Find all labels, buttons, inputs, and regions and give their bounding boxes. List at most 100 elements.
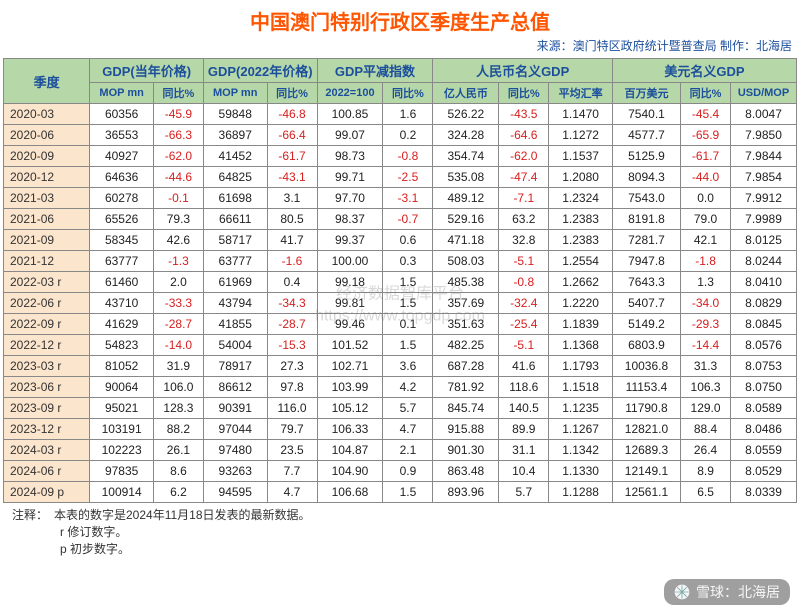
value-cell: 6803.9 — [612, 335, 680, 356]
value-cell: -64.6 — [499, 125, 549, 146]
value-cell: 1.1537 — [549, 146, 613, 167]
value-cell: 1.1272 — [549, 125, 613, 146]
value-cell: 7281.7 — [612, 230, 680, 251]
value-cell: 65526 — [90, 209, 154, 230]
value-cell: 1.2662 — [549, 272, 613, 293]
value-cell: 41629 — [90, 314, 154, 335]
value-cell: 80.5 — [267, 209, 317, 230]
value-cell: 101.52 — [317, 335, 383, 356]
value-cell: -0.7 — [383, 209, 433, 230]
gdp-table: 季度 GDP(当年价格) GDP(2022年价格) GDP平减指数 人民币名义G… — [3, 58, 797, 503]
value-cell: 58717 — [203, 230, 267, 251]
value-cell: -33.3 — [153, 293, 203, 314]
value-cell: 90391 — [203, 398, 267, 419]
quarter-cell: 2022-06 r — [4, 293, 90, 314]
group-rmb: 人民币名义GDP — [433, 59, 613, 83]
value-cell: 8.0339 — [731, 482, 797, 503]
value-cell: 1.2554 — [549, 251, 613, 272]
value-cell: 2.0 — [153, 272, 203, 293]
value-cell: 1.1267 — [549, 419, 613, 440]
value-cell: 97044 — [203, 419, 267, 440]
value-cell: 41.6 — [499, 356, 549, 377]
value-cell: 8.0750 — [731, 377, 797, 398]
header-row-1: 季度 GDP(当年价格) GDP(2022年价格) GDP平减指数 人民币名义G… — [4, 59, 797, 83]
value-cell: 10.4 — [499, 461, 549, 482]
table-row: 2022-03 r614602.0619690.499.181.5485.38-… — [4, 272, 797, 293]
value-cell: 8.0845 — [731, 314, 797, 335]
value-cell: 41.7 — [267, 230, 317, 251]
quarter-cell: 2022-03 r — [4, 272, 90, 293]
value-cell: 0.1 — [383, 314, 433, 335]
value-cell: 893.96 — [433, 482, 499, 503]
value-cell: 61460 — [90, 272, 154, 293]
value-cell: 1.2383 — [549, 209, 613, 230]
value-cell: 6.2 — [153, 482, 203, 503]
value-cell: 0.2 — [383, 125, 433, 146]
value-cell: 1.3 — [681, 272, 731, 293]
value-cell: 357.69 — [433, 293, 499, 314]
value-cell: 1.1839 — [549, 314, 613, 335]
value-cell: 99.81 — [317, 293, 383, 314]
value-cell: 36897 — [203, 125, 267, 146]
value-cell: 41855 — [203, 314, 267, 335]
value-cell: 140.5 — [499, 398, 549, 419]
value-cell: -5.1 — [499, 251, 549, 272]
table-row: 2021-1263777-1.363777-1.6100.000.3508.03… — [4, 251, 797, 272]
value-cell: 4.7 — [383, 419, 433, 440]
value-cell: -44.0 — [681, 167, 731, 188]
value-cell: 5407.7 — [612, 293, 680, 314]
value-cell: 129.0 — [681, 398, 731, 419]
value-cell: -28.7 — [153, 314, 203, 335]
value-cell: 901.30 — [433, 440, 499, 461]
value-cell: 7.9912 — [731, 188, 797, 209]
value-cell: -14.0 — [153, 335, 203, 356]
value-cell: 12561.1 — [612, 482, 680, 503]
value-cell: 8.0576 — [731, 335, 797, 356]
quarter-cell: 2021-03 — [4, 188, 90, 209]
value-cell: 98.73 — [317, 146, 383, 167]
value-cell: 8.0125 — [731, 230, 797, 251]
value-cell: 27.3 — [267, 356, 317, 377]
sub-header: 同比% — [267, 83, 317, 104]
table-row: 2022-06 r43710-33.343794-34.399.811.5357… — [4, 293, 797, 314]
value-cell: 61969 — [203, 272, 267, 293]
value-cell: 7.9854 — [731, 167, 797, 188]
value-cell: 106.0 — [153, 377, 203, 398]
value-cell: 81052 — [90, 356, 154, 377]
value-cell: 3.6 — [383, 356, 433, 377]
value-cell: 8.0529 — [731, 461, 797, 482]
value-cell: 8191.8 — [612, 209, 680, 230]
value-cell: 1.2220 — [549, 293, 613, 314]
value-cell: 102.71 — [317, 356, 383, 377]
table-row: 2023-03 r8105231.97891727.3102.713.6687.… — [4, 356, 797, 377]
value-cell: 526.22 — [433, 104, 499, 125]
group-current-price: GDP(当年价格) — [90, 59, 204, 83]
value-cell: 102223 — [90, 440, 154, 461]
table-row: 2020-0636553-66.336897-66.499.070.2324.2… — [4, 125, 797, 146]
value-cell: -14.4 — [681, 335, 731, 356]
value-cell: 687.28 — [433, 356, 499, 377]
value-cell: 471.18 — [433, 230, 499, 251]
value-cell: 88.4 — [681, 419, 731, 440]
group-2022-price: GDP(2022年价格) — [203, 59, 317, 83]
quarter-cell: 2022-12 r — [4, 335, 90, 356]
value-cell: 8.0829 — [731, 293, 797, 314]
sub-header: 百万美元 — [612, 83, 680, 104]
value-cell: 104.87 — [317, 440, 383, 461]
value-cell: 63.2 — [499, 209, 549, 230]
value-cell: -62.0 — [153, 146, 203, 167]
value-cell: 8.0559 — [731, 440, 797, 461]
value-cell: 1.1368 — [549, 335, 613, 356]
table-row: 2023-12 r10319188.29704479.7106.334.7915… — [4, 419, 797, 440]
value-cell: 0.3 — [383, 251, 433, 272]
value-cell: -61.7 — [681, 146, 731, 167]
col-quarter: 季度 — [4, 59, 90, 104]
value-cell: 1.1288 — [549, 482, 613, 503]
value-cell: 1.2324 — [549, 188, 613, 209]
quarter-cell: 2024-09 p — [4, 482, 90, 503]
value-cell: 78917 — [203, 356, 267, 377]
value-cell: 485.38 — [433, 272, 499, 293]
sub-header: 亿人民币 — [433, 83, 499, 104]
value-cell: 508.03 — [433, 251, 499, 272]
value-cell: 1.1330 — [549, 461, 613, 482]
